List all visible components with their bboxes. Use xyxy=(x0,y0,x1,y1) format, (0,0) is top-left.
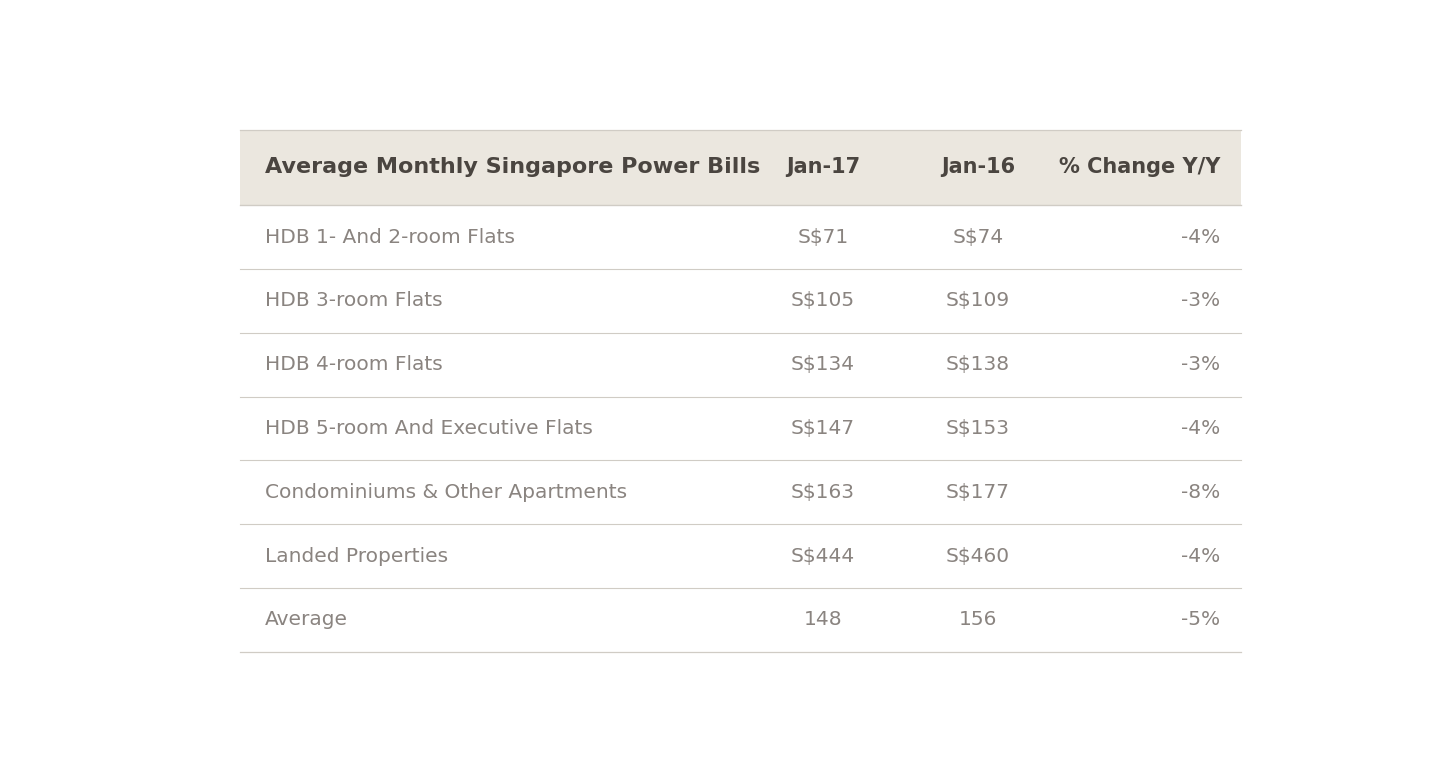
Text: HDB 5-room And Executive Flats: HDB 5-room And Executive Flats xyxy=(265,419,592,438)
Text: HDB 3-room Flats: HDB 3-room Flats xyxy=(265,292,443,310)
Text: -8%: -8% xyxy=(1182,483,1220,502)
Text: Condominiums & Other Apartments: Condominiums & Other Apartments xyxy=(265,483,627,502)
Text: -4%: -4% xyxy=(1182,419,1220,438)
Text: S$138: S$138 xyxy=(946,355,1010,374)
Text: HDB 4-room Flats: HDB 4-room Flats xyxy=(265,355,443,374)
Text: S$109: S$109 xyxy=(946,292,1010,310)
Text: S$163: S$163 xyxy=(792,483,855,502)
Text: 148: 148 xyxy=(803,610,842,629)
Text: S$134: S$134 xyxy=(792,355,855,374)
Text: Average: Average xyxy=(265,610,348,629)
Text: 156: 156 xyxy=(959,610,997,629)
Text: S$74: S$74 xyxy=(952,228,1004,247)
Text: -3%: -3% xyxy=(1182,292,1220,310)
Text: Landed Properties: Landed Properties xyxy=(265,546,447,565)
Text: % Change Y/Y: % Change Y/Y xyxy=(1060,158,1220,178)
Text: -3%: -3% xyxy=(1182,355,1220,374)
Text: -5%: -5% xyxy=(1182,610,1220,629)
Text: S$177: S$177 xyxy=(946,483,1010,502)
Text: S$153: S$153 xyxy=(946,419,1010,438)
Text: -4%: -4% xyxy=(1182,228,1220,247)
Text: S$444: S$444 xyxy=(792,546,855,565)
Text: S$460: S$460 xyxy=(946,546,1010,565)
Text: Jan-17: Jan-17 xyxy=(786,158,860,178)
Text: Jan-16: Jan-16 xyxy=(941,158,1015,178)
Text: S$147: S$147 xyxy=(792,419,855,438)
Text: Average Monthly Singapore Power Bills: Average Monthly Singapore Power Bills xyxy=(265,158,760,178)
Text: -4%: -4% xyxy=(1182,546,1220,565)
Text: S$105: S$105 xyxy=(792,292,855,310)
Text: HDB 1- And 2-room Flats: HDB 1- And 2-room Flats xyxy=(265,228,515,247)
Text: S$71: S$71 xyxy=(797,228,849,247)
